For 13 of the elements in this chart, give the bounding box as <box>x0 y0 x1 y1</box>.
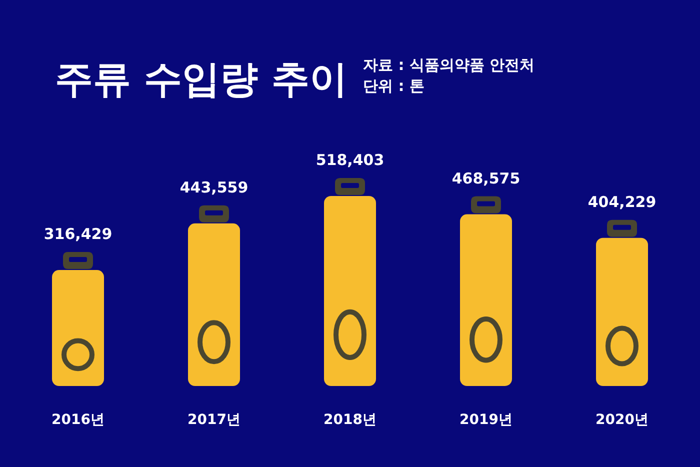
chart-title: 주류 수입량 추이 <box>55 57 348 101</box>
text: 단위 : 톤 <box>363 77 424 95</box>
x-tick-label: 2016년 <box>52 412 104 428</box>
data-label: 518,403 <box>316 151 384 169</box>
data-label: 316,429 <box>44 225 112 244</box>
x-tick-label: 2018년 <box>324 412 376 428</box>
data-label: 468,575 <box>452 169 520 188</box>
data-label: 404,229 <box>588 192 656 211</box>
x-tick-label: 2020년 <box>596 412 648 428</box>
text: 자료 : 식품의약품 안전처 <box>363 56 535 74</box>
x-tick-label: 2017년 <box>188 412 240 428</box>
data-label: 443,559 <box>180 178 248 196</box>
x-tick-label: 2019년 <box>460 412 512 428</box>
